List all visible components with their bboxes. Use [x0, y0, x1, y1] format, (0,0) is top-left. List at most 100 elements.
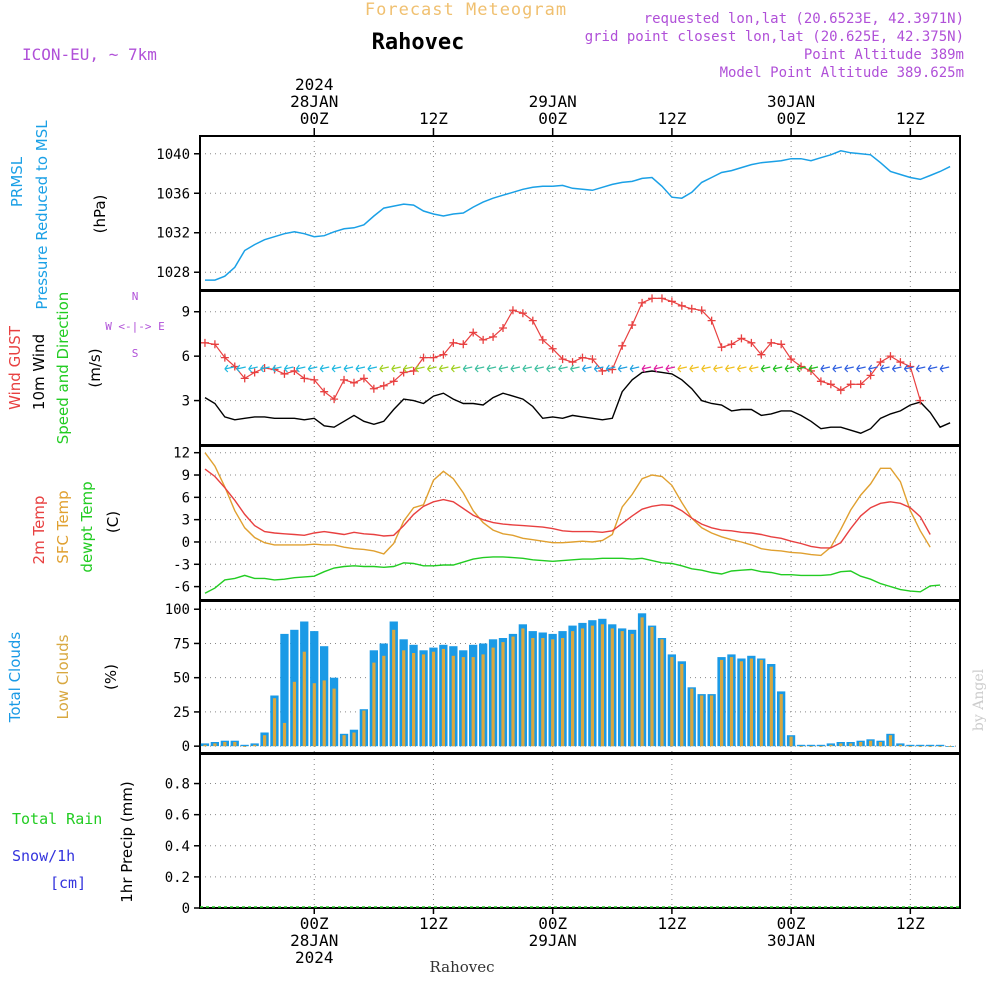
- pressure-title-1: PRMSL: [8, 156, 26, 207]
- gust-marker: [816, 377, 825, 386]
- precip-title: 1hr Precip (mm): [118, 781, 136, 902]
- low-cloud-bar: [571, 631, 575, 747]
- low-cloud-bar: [362, 710, 366, 747]
- low-cloud-bar: [243, 746, 247, 747]
- gust-marker: [856, 380, 865, 389]
- total-cloud-bar: [926, 744, 935, 747]
- wind-direction-arrow: [355, 364, 366, 373]
- gust-marker: [876, 358, 885, 367]
- gust-marker: [697, 306, 706, 315]
- gust-marker: [280, 369, 289, 378]
- low-cloud-bar: [739, 661, 743, 747]
- low-cloud-bar: [312, 683, 316, 747]
- low-cloud-bar: [352, 732, 356, 747]
- low-cloud-bar: [640, 617, 644, 747]
- low-cloud-bar: [541, 638, 545, 747]
- bottom-time-label: 12Z: [896, 914, 925, 933]
- low-cloud-bar: [332, 688, 336, 747]
- low-cloud-bar: [819, 746, 823, 747]
- wind-direction-arrow: [272, 364, 282, 373]
- gust-marker: [588, 355, 597, 364]
- low-cloud-bar: [223, 742, 227, 747]
- gust-marker: [717, 343, 726, 352]
- gust-marker: [707, 316, 716, 325]
- wind-gust-line: [204, 297, 921, 401]
- clouds-unit: (%): [102, 664, 120, 690]
- gust-marker: [200, 338, 209, 347]
- gust-marker: [677, 301, 686, 310]
- total-cloud-bar: [200, 743, 210, 747]
- y-tick-label: -3: [173, 557, 190, 573]
- wind-direction-arrow: [260, 364, 270, 373]
- low-cloud-bar: [938, 746, 942, 747]
- low-cloud-bar: [561, 638, 565, 747]
- low-cloud-bar: [610, 628, 614, 747]
- pressure-panel: 1028 1032 1036 1040: [156, 135, 961, 291]
- low-cloud-bar: [521, 628, 525, 747]
- low-cloud-bar: [839, 743, 843, 747]
- y-tick-label: 1028: [156, 265, 190, 281]
- compass-south: S: [132, 347, 139, 360]
- gust-marker: [866, 371, 875, 380]
- gust-marker: [369, 384, 378, 393]
- wind-direction-arrow: [486, 364, 497, 373]
- point-altitude: Point Altitude 389m: [804, 47, 964, 63]
- wind-direction-arrow: [725, 364, 735, 373]
- top-time-label: 00Z: [777, 109, 806, 128]
- dewpt-title: dewpt Temp: [78, 481, 96, 572]
- wind-direction-arrow: [391, 364, 401, 373]
- low-cloud-bar: [749, 658, 753, 747]
- gust-marker: [886, 352, 895, 361]
- low-cloud-bar: [670, 657, 674, 747]
- wind-direction-arrow: [593, 364, 604, 373]
- low-cloud-bar: [700, 695, 704, 747]
- low-cloud-bar: [878, 742, 883, 747]
- gust-marker: [359, 374, 368, 383]
- low-cloud-bar: [501, 642, 505, 747]
- low-cloud-bar: [849, 743, 853, 747]
- wind-direction-arrow: [856, 364, 866, 373]
- low-cloud-bar: [630, 633, 634, 747]
- y-tick-label: 0: [182, 739, 190, 755]
- gust-marker: [568, 358, 577, 367]
- gust-marker: [598, 366, 607, 375]
- y-tick-label: 1036: [156, 186, 190, 202]
- gust-marker: [429, 353, 438, 362]
- bottom-time-label: 30JAN: [767, 931, 815, 950]
- wind-direction-arrow: [319, 364, 330, 373]
- wind-direction-arrow: [903, 364, 914, 373]
- low-cloud-bar: [531, 638, 535, 747]
- low-cloud-bar: [908, 746, 912, 747]
- y-tick-label: 25: [173, 705, 190, 721]
- wind-direction-arrow: [677, 364, 687, 373]
- wind-direction-title: Speed and Direction: [54, 292, 72, 445]
- y-tick-label: 0.6: [165, 808, 190, 824]
- total-cloud-bar: [916, 744, 925, 747]
- low-cloud-bar: [660, 639, 664, 747]
- y-tick-label: 0: [182, 535, 190, 551]
- bottom-time-label: 29JAN: [529, 931, 577, 950]
- precip-panel: 0 0.2 0.4 0.6 0.8: [165, 753, 961, 917]
- gust-marker: [618, 341, 627, 350]
- wind-direction-arrow: [736, 364, 747, 373]
- low-cloud-bar: [779, 694, 783, 747]
- total-cloud-bar: [280, 633, 289, 747]
- low-cloud-bar: [402, 650, 406, 747]
- wind-direction-arrow: [605, 364, 616, 373]
- gust-marker: [240, 374, 249, 383]
- gust-marker: [220, 353, 229, 362]
- wind-direction-arrow: [880, 364, 890, 373]
- y-tick-label: 1032: [156, 226, 190, 242]
- snow-unit-legend: [cm]: [50, 874, 86, 892]
- top-time-label: 12Z: [896, 109, 925, 128]
- pressure-line: [205, 150, 951, 281]
- low-cloud-bar: [600, 624, 604, 747]
- compass-west-east: W <-|-> E: [105, 320, 165, 333]
- wind-direction-arrow: [653, 364, 664, 373]
- total-cloud-bar: [906, 744, 915, 747]
- gust-marker: [846, 380, 855, 389]
- low-cloud-bar: [590, 625, 594, 747]
- gust-marker: [657, 294, 666, 303]
- sfc-temp-line: [204, 452, 931, 557]
